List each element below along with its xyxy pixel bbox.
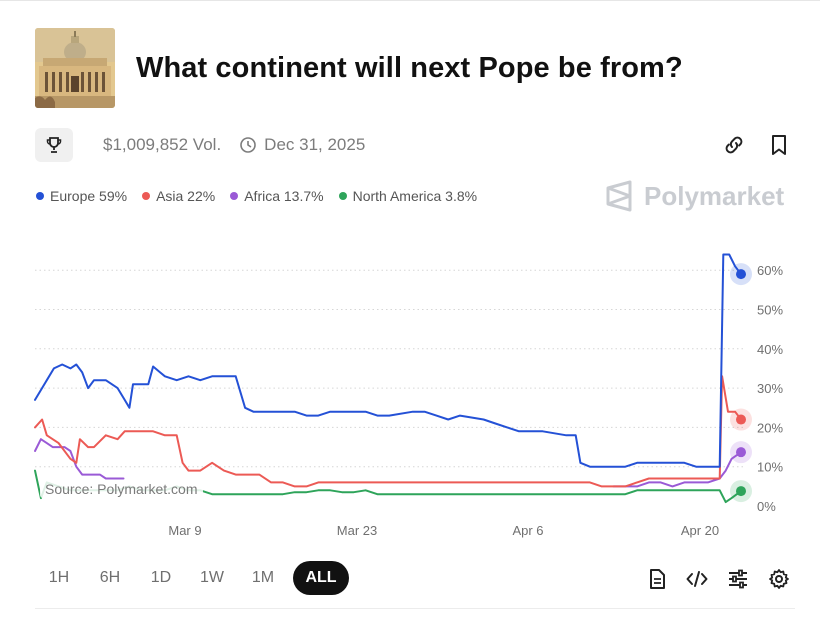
- legend-africa: Africa 13.7%: [230, 188, 324, 204]
- endpoint-dot-africa: [736, 447, 746, 458]
- timeframe-1w[interactable]: 1W: [200, 569, 224, 586]
- volume-label: $1,009,852 Vol.: [103, 135, 222, 154]
- legend-dot-icon: [142, 192, 151, 200]
- timeframe-1m[interactable]: 1M: [251, 569, 275, 586]
- link-icon[interactable]: [722, 133, 746, 157]
- x-tick-label: Mar 23: [337, 523, 377, 538]
- trophy-icon: [46, 137, 62, 153]
- y-tick-label: 60%: [757, 263, 783, 278]
- filters-icon[interactable]: [727, 569, 749, 589]
- end-date: Dec 31, 2025: [239, 135, 365, 155]
- endpoint-dot-north-america: [736, 486, 746, 497]
- market-thumbnail: [35, 28, 115, 108]
- chart-gridlines: [35, 269, 745, 468]
- x-tick-label: Apr 6: [512, 523, 543, 538]
- bookmark-icon[interactable]: [768, 133, 790, 157]
- endpoint-dot-asia: [736, 414, 746, 425]
- end-date-label: Dec 31, 2025: [264, 135, 366, 154]
- document-icon[interactable]: [647, 568, 667, 590]
- timeframe-1d[interactable]: 1D: [150, 569, 172, 586]
- bottom-divider: [35, 608, 795, 609]
- legend-dot-icon: [230, 192, 239, 200]
- legend-label: Africa 13.7%: [244, 188, 324, 204]
- x-axis: Mar 9 Mar 23 Apr 6 Apr 20: [168, 523, 719, 538]
- series-line-europe: [34, 253, 742, 468]
- brand-name: Polymarket: [644, 180, 785, 211]
- x-tick-label: Apr 20: [681, 523, 719, 538]
- y-tick-label: 40%: [757, 342, 783, 357]
- series-line-africa-tail: [612, 451, 742, 488]
- series-lines: [34, 253, 742, 504]
- series-line-africa: [34, 438, 125, 480]
- legend-dot-icon: [36, 192, 44, 200]
- x-tick-label: Mar 9: [168, 523, 201, 538]
- chart-tools: [647, 568, 790, 590]
- series-line-asia: [34, 375, 742, 488]
- legend-label: Asia 22%: [156, 188, 216, 204]
- y-tick-label: 10%: [757, 460, 783, 475]
- y-axis: 0% 10% 20% 30% 40% 50% 60%: [757, 263, 783, 514]
- timeframe-6h[interactable]: 6H: [99, 569, 121, 586]
- timeframe-1h[interactable]: 1H: [48, 569, 70, 586]
- chart-legend: Europe 59% Asia 22% Africa 13.7% North A…: [36, 188, 492, 204]
- timeframe-all[interactable]: ALL: [293, 561, 349, 595]
- clock-icon: [240, 137, 256, 153]
- legend-north-america: North America 3.8%: [338, 188, 478, 204]
- timeframe-selector: 1H 6H 1D 1W 1M ALL: [38, 561, 358, 595]
- settings-gear-icon[interactable]: [768, 568, 790, 590]
- price-chart[interactable]: Mar 9 Mar 23 Apr 6 Apr 20 0% 10% 20% 30% 40% 50%…: [0, 210, 820, 540]
- market-title: What continent will next Pope be from?: [136, 51, 683, 84]
- top-divider: [0, 0, 820, 1]
- meta-actions: [722, 133, 790, 157]
- y-tick-label: 0%: [757, 499, 776, 514]
- trophy-button[interactable]: [35, 128, 73, 162]
- market-header: What continent will next Pope be from?: [35, 28, 683, 108]
- legend-asia: Asia 22%: [142, 188, 215, 204]
- y-tick-label: 50%: [757, 303, 783, 318]
- endpoint-dot-europe: [736, 269, 746, 280]
- embed-code-icon[interactable]: [686, 569, 708, 589]
- legend-label: North America 3.8%: [352, 188, 478, 204]
- polymarket-logo-icon: [606, 180, 632, 212]
- legend-dot-icon: [338, 192, 347, 200]
- source-label: Source: Polymarket.com: [40, 480, 203, 498]
- polymarket-watermark: Polymarket: [604, 180, 784, 212]
- y-tick-label: 30%: [757, 381, 783, 396]
- legend-europe: Europe 59%: [36, 188, 127, 204]
- series-endpoints: [730, 263, 752, 503]
- legend-label: Europe 59%: [50, 188, 128, 204]
- market-meta: $1,009,852 Vol. Dec 31, 2025: [35, 128, 365, 162]
- y-tick-label: 20%: [757, 420, 783, 435]
